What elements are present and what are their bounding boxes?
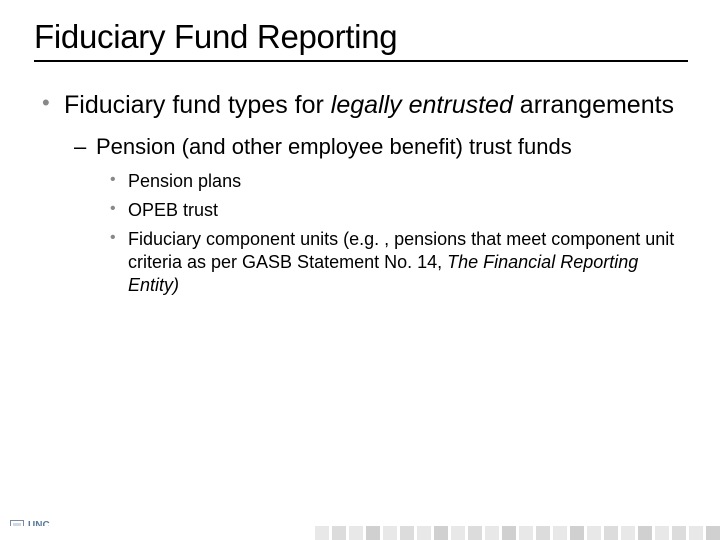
footer-square xyxy=(655,526,669,540)
bullet-level-3: Fiduciary component units (e.g. , pensio… xyxy=(110,228,686,297)
footer-square xyxy=(383,526,397,540)
footer-square xyxy=(570,526,584,540)
footer-square xyxy=(519,526,533,540)
footer-bar xyxy=(0,526,720,540)
footer-square xyxy=(349,526,363,540)
text: Pension (and other employee benefit) tru… xyxy=(96,134,572,159)
footer-square xyxy=(621,526,635,540)
slide-title: Fiduciary Fund Reporting xyxy=(34,18,686,56)
footer-square xyxy=(468,526,482,540)
footer-square xyxy=(502,526,516,540)
title-rule xyxy=(34,60,688,62)
footer-square xyxy=(400,526,414,540)
bullet-level-3: Pension plans xyxy=(110,170,686,193)
text: arrangements xyxy=(513,91,674,119)
footer-square xyxy=(536,526,550,540)
footer-square xyxy=(332,526,346,540)
footer-square xyxy=(706,526,720,540)
bullet-level-3: OPEB trust xyxy=(110,199,686,222)
footer: UNC SCHOOL OF GOVERNMENT xyxy=(0,520,720,540)
footer-square xyxy=(485,526,499,540)
footer-square xyxy=(417,526,431,540)
bullet-level-2: Pension (and other employee benefit) tru… xyxy=(74,133,686,160)
footer-square xyxy=(366,526,380,540)
footer-square xyxy=(553,526,567,540)
footer-square xyxy=(604,526,618,540)
footer-square xyxy=(451,526,465,540)
footer-square xyxy=(315,526,329,540)
footer-square xyxy=(689,526,703,540)
footer-square xyxy=(434,526,448,540)
slide: Fiduciary Fund Reporting Fiduciary fund … xyxy=(0,0,720,297)
footer-square xyxy=(638,526,652,540)
footer-squares xyxy=(302,526,720,540)
footer-spacer xyxy=(0,526,302,540)
footer-square xyxy=(587,526,601,540)
text: OPEB trust xyxy=(128,200,218,220)
text: Pension plans xyxy=(128,171,241,191)
text: Fiduciary fund types for xyxy=(64,91,331,119)
text-italic: legally entrusted xyxy=(331,91,513,119)
footer-square xyxy=(672,526,686,540)
bullet-level-1: Fiduciary fund types for legally entrust… xyxy=(42,90,686,121)
